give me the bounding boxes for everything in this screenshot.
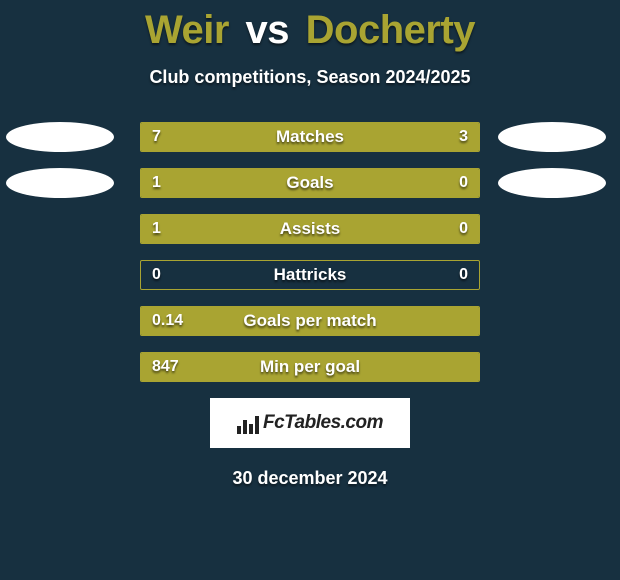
stat-row: Matches73: [140, 122, 480, 152]
player1-badge: [6, 168, 114, 198]
stat-bar-left: [141, 215, 405, 243]
stat-bar: [140, 352, 480, 382]
player1-badge: [6, 122, 114, 152]
stat-bar: [140, 214, 480, 244]
stat-row: Hattricks00: [140, 260, 480, 290]
subtitle: Club competitions, Season 2024/2025: [0, 67, 620, 88]
stat-bar: [140, 168, 480, 198]
stat-row: Min per goal847: [140, 352, 480, 382]
logo-text: FcTables.com: [263, 412, 383, 434]
stat-bar-left: [141, 307, 479, 335]
stat-bar-right: [405, 169, 479, 197]
stat-bar: [140, 122, 480, 152]
fctables-logo: FcTables.com: [210, 398, 410, 448]
stat-bar: [140, 306, 480, 336]
stat-bar-left: [141, 169, 405, 197]
stat-row: Goals10: [140, 168, 480, 198]
player2-badge: [498, 168, 606, 198]
player2-badge: [498, 122, 606, 152]
player1-name: Weir: [145, 8, 229, 52]
stat-bar-left: [141, 123, 378, 151]
stat-bar-right: [405, 215, 479, 243]
player2-name: Docherty: [306, 8, 475, 52]
stats-chart: Matches73 Goals10 Assists10 Hattricks00 Goal…: [0, 122, 620, 382]
bar-chart-icon: [237, 412, 259, 434]
stat-bar-right: [378, 123, 479, 151]
comparison-title: Weir vs Docherty: [0, 0, 620, 53]
stat-bar: [140, 260, 480, 290]
stat-bar-left: [141, 353, 479, 381]
stat-row: Goals per match0.14: [140, 306, 480, 336]
vs-text: vs: [246, 8, 290, 52]
stat-row: Assists10: [140, 214, 480, 244]
snapshot-date: 30 december 2024: [0, 468, 620, 489]
